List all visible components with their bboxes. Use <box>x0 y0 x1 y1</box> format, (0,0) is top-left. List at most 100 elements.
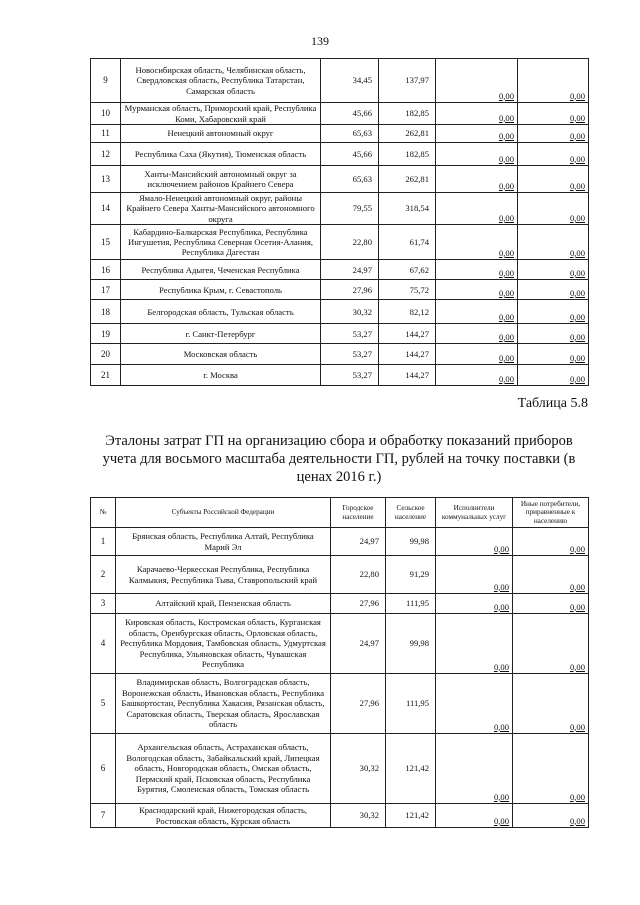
urban-value-text: 45,66 <box>352 148 372 159</box>
rural-value-text: 262,81 <box>405 128 429 139</box>
row-number: 16 <box>90 259 121 281</box>
urban-value-text: 27,96 <box>359 698 379 709</box>
table-row: 16 Республика Адыгея, Чеченская Республик… <box>90 259 589 281</box>
subject-name: Карачаево-Черкесская Республика, Республ… <box>115 555 331 594</box>
urban-value-text: 24,97 <box>352 264 372 275</box>
subject-name: Архангельская область, Астраханская обла… <box>115 733 331 804</box>
urban-value: 65,63 <box>320 165 379 193</box>
other-value-text: 0,00 <box>569 721 585 732</box>
other-value-text: 0,00 <box>569 543 585 554</box>
subject-name: Московская область <box>120 343 321 366</box>
rural-value-text: 137,97 <box>405 75 429 86</box>
row-number-text: 4 <box>100 638 106 649</box>
rural-value: 67,62 <box>378 259 436 281</box>
table-row: 1 Брянская область, Республика Алтай, Рес… <box>90 527 589 556</box>
rural-value: 262,81 <box>378 124 436 143</box>
row-number-text: 7 <box>100 810 106 821</box>
other-value: 0,00 <box>512 803 589 828</box>
rural-value: 144,27 <box>378 343 436 366</box>
rural-value-text: 82,12 <box>409 306 429 317</box>
utility-value-text: 0,00 <box>493 721 509 732</box>
utility-value-text: 0,00 <box>498 153 514 164</box>
table-row: 10 Мурманская область, Приморский край, Р… <box>90 102 589 125</box>
urban-value-text: 22,80 <box>359 569 379 580</box>
urban-value-text: 27,96 <box>359 598 379 609</box>
utility-value-text: 0,00 <box>498 352 514 363</box>
other-value-text: 0,00 <box>569 373 585 384</box>
row-number: 5 <box>90 673 116 734</box>
other-value: 0,00 <box>517 259 589 281</box>
subject-name-text: Белгородская область, Тульская область <box>147 306 294 317</box>
other-value: 0,00 <box>517 343 589 366</box>
row-number-text: 12 <box>101 148 110 159</box>
subject-name-text: Кировская область, Костромская область, … <box>120 617 326 670</box>
subject-name-text: Ненецкий автономный округ <box>167 128 274 139</box>
utility-value-text: 0,00 <box>498 180 514 191</box>
utility-value: 0,00 <box>435 259 518 281</box>
rural-value-text: 99,98 <box>409 638 429 649</box>
subject-name: Новосибирская область, Челябинская облас… <box>120 58 321 103</box>
row-number-text: 19 <box>101 328 110 339</box>
urban-value: 22,80 <box>320 224 379 261</box>
row-number-text: 15 <box>101 237 110 248</box>
urban-value: 24,97 <box>320 259 379 281</box>
utility-value-text: 0,00 <box>493 543 509 554</box>
table-row: 5 Владимирская область, Волгоградская обл… <box>90 673 589 734</box>
urban-value-text: 45,66 <box>352 108 372 119</box>
rural-value: 144,27 <box>378 364 436 387</box>
other-value-text: 0,00 <box>569 267 585 278</box>
urban-value: 22,80 <box>330 555 386 594</box>
subject-name: Белгородская область, Тульская область <box>120 299 321 325</box>
table-row: 2 Карачаево-Черкесская Республика, Респуб… <box>90 555 589 594</box>
utility-value-text: 0,00 <box>493 815 509 826</box>
subject-name: Владимирская область, Волгоградская обла… <box>115 673 331 734</box>
other-value: 0,00 <box>512 593 589 614</box>
table-row: 21 г. Москва 53,27 144,27 0,00 0,00 <box>90 364 589 387</box>
table-row: 14 Ямало-Ненецкий автономный округ, район… <box>90 191 589 226</box>
other-value-text: 0,00 <box>569 153 585 164</box>
column-header: Иные потребители, приравненные к населен… <box>512 497 589 528</box>
urban-value: 34,45 <box>320 58 379 103</box>
subject-name: Ямало-Ненецкий автономный округ, районы … <box>120 191 321 226</box>
utility-value-text: 0,00 <box>498 331 514 342</box>
other-value: 0,00 <box>517 102 589 125</box>
table-row: 12 Республика Саха (Якутия), Тюменская об… <box>90 142 589 166</box>
urban-value-text: 53,27 <box>352 370 372 381</box>
subject-name-text: Архангельская область, Астраханская обла… <box>126 742 320 795</box>
table-row: 19 г. Санкт-Петербург 53,27 144,27 0,00 0,00 <box>90 323 589 345</box>
row-number: 18 <box>90 299 121 325</box>
rural-value-text: 99,98 <box>409 536 429 547</box>
other-value-text: 0,00 <box>569 287 585 298</box>
utility-value-text: 0,00 <box>498 311 514 322</box>
other-value-text: 0,00 <box>569 581 585 592</box>
utility-value-text: 0,00 <box>493 661 509 672</box>
other-value: 0,00 <box>512 527 589 556</box>
rural-value: 144,27 <box>378 323 436 345</box>
table-row: 15 Кабардино-Балкарская Республика, Респу… <box>90 224 589 261</box>
subject-name: Кировская область, Костромская область, … <box>115 613 331 674</box>
subject-name-text: Краснодарский край, Нижегородская област… <box>138 805 308 826</box>
rural-value: 182,85 <box>378 142 436 166</box>
other-value-text: 0,00 <box>569 90 585 101</box>
utility-value: 0,00 <box>435 555 513 594</box>
other-value: 0,00 <box>517 299 589 325</box>
urban-value: 30,32 <box>330 733 386 804</box>
subject-name: Кабардино-Балкарская Республика, Республ… <box>120 224 321 261</box>
row-number: 17 <box>90 279 121 301</box>
utility-value: 0,00 <box>435 124 518 143</box>
table-label: Таблица 5.8 <box>517 396 588 411</box>
rural-value: 262,81 <box>378 165 436 193</box>
urban-value: 27,96 <box>330 673 386 734</box>
utility-value: 0,00 <box>435 299 518 325</box>
row-number-text: 21 <box>101 370 110 381</box>
other-value-text: 0,00 <box>569 180 585 191</box>
rural-value-text: 182,85 <box>405 108 429 119</box>
rural-value-text: 144,27 <box>405 328 429 339</box>
rural-value: 111,95 <box>385 593 436 614</box>
row-number-text: 1 <box>100 536 106 547</box>
rural-value-text: 121,42 <box>405 810 429 821</box>
rural-value-text: 182,85 <box>405 148 429 159</box>
row-number-text: 11 <box>101 128 110 139</box>
row-number: 12 <box>90 142 121 166</box>
subject-name: Алтайский край, Пензенская область <box>115 593 331 614</box>
